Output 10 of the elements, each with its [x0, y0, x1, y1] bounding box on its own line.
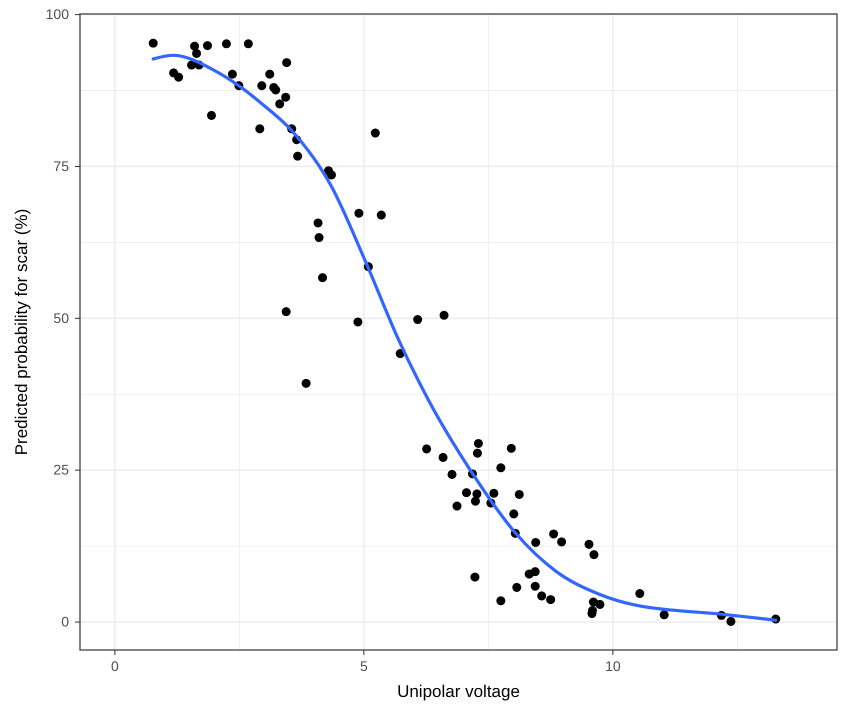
x-tick-label: 10: [605, 658, 621, 674]
y-axis-title: Predicted probability for scar (%): [12, 208, 31, 456]
y-tick-label: 50: [53, 310, 70, 326]
y-tick-label: 0: [61, 614, 70, 630]
y-tick-label: 25: [53, 462, 70, 478]
x-tick-label: 0: [110, 658, 119, 674]
y-tick-label: 100: [46, 6, 70, 22]
x-axis-title: Unipolar voltage: [397, 682, 520, 701]
x-tick-label: 5: [360, 658, 368, 674]
y-tick-label: 75: [53, 158, 70, 174]
